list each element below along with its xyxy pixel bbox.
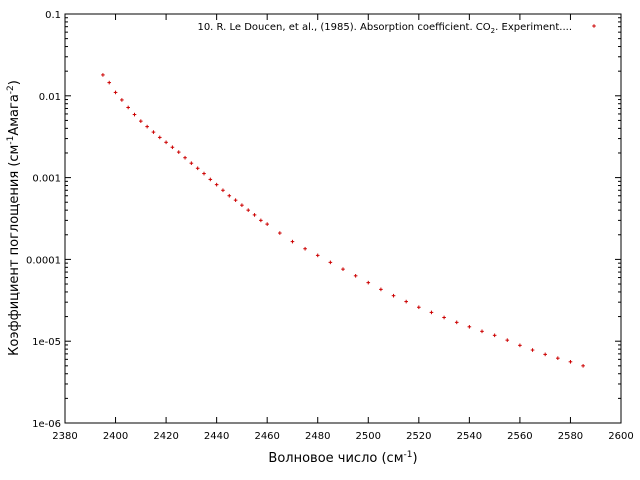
legend-marker [592, 24, 596, 28]
data-point [341, 267, 345, 271]
data-point [151, 130, 156, 134]
data-point [126, 105, 130, 110]
data-point [568, 359, 573, 364]
data-point [366, 280, 371, 285]
data-point [543, 352, 547, 357]
data-point [581, 364, 585, 368]
data-point [379, 287, 383, 292]
y-tick-label: 0.001 [32, 174, 61, 185]
data-point [214, 182, 219, 187]
data-point [303, 246, 307, 251]
data-point [120, 98, 124, 102]
plot-frame [64, 13, 622, 424]
data-point [189, 161, 194, 165]
data-point [429, 310, 434, 315]
data-point [353, 274, 358, 278]
data-point [442, 315, 446, 320]
data-point [252, 213, 257, 217]
data-point [505, 338, 510, 342]
data-point [132, 112, 137, 117]
legend-entry-label: 10. R. Le Doucen, et al., (1985). Absorp… [197, 22, 572, 35]
data-point [278, 231, 282, 235]
data-point [315, 253, 320, 258]
data-point [404, 299, 408, 304]
data-point [246, 208, 251, 212]
y-tick-label: 1e-05 [32, 337, 61, 348]
data-point [170, 145, 175, 150]
x-tick-label: 2460 [254, 431, 279, 442]
data-point [176, 150, 181, 154]
x-tick-label: 2560 [507, 431, 532, 442]
data-point [290, 239, 295, 244]
y-axis-ticks: 1e-06 1e-05 0.0001 0.001 0.01 0.1 [26, 10, 621, 430]
series-points [101, 73, 585, 368]
data-point [454, 320, 459, 325]
y-axis-label: Коэффициент поглощения (см-1Амага-2) [6, 80, 22, 356]
y-tick-label: 1e-06 [32, 419, 61, 430]
data-point [233, 198, 238, 202]
data-point [328, 260, 333, 265]
x-tick-label: 2600 [608, 431, 633, 442]
data-point [164, 140, 168, 145]
data-point [391, 293, 396, 298]
x-tick-label: 2540 [457, 431, 482, 442]
data-point [113, 90, 118, 95]
data-point [492, 333, 497, 338]
data-point [221, 188, 225, 193]
data-point [101, 73, 105, 77]
data-point [183, 155, 187, 160]
data-point [240, 203, 244, 207]
data-point [139, 119, 143, 123]
data-point [107, 80, 112, 85]
data-point [208, 177, 213, 182]
data-point [467, 324, 472, 329]
x-axis-label: Волновое число (см-1) [268, 450, 417, 466]
y-tick-label: 0.01 [39, 92, 61, 103]
data-point [417, 305, 421, 310]
x-tick-label: 2380 [52, 431, 77, 442]
x-tick-label: 2520 [406, 431, 431, 442]
x-tick-label: 2480 [305, 431, 330, 442]
x-tick-label: 2580 [558, 431, 583, 442]
y-tick-label: 0.1 [45, 10, 61, 21]
y-tick-label: 0.0001 [26, 255, 61, 266]
data-point [145, 124, 149, 129]
x-tick-label: 2500 [356, 431, 381, 442]
data-point [195, 166, 200, 171]
x-tick-label: 2420 [153, 431, 178, 442]
data-point [227, 193, 232, 198]
x-tick-label: 2440 [204, 431, 229, 442]
data-point [265, 222, 269, 226]
data-point [518, 343, 522, 348]
data-point [259, 218, 263, 223]
data-point [157, 135, 162, 140]
x-tick-label: 2400 [103, 431, 128, 442]
legend-marker-symbol [592, 24, 596, 28]
data-point [202, 171, 206, 176]
data-point [480, 329, 484, 334]
data-point [556, 356, 560, 360]
legend: 10. R. Le Doucen, et al., (1985). Absorp… [197, 22, 596, 35]
x-axis-ticks: 2380 2400 2420 2440 2460 2480 2500 2520 2540 2560… [52, 14, 634, 442]
data-point [530, 348, 535, 352]
